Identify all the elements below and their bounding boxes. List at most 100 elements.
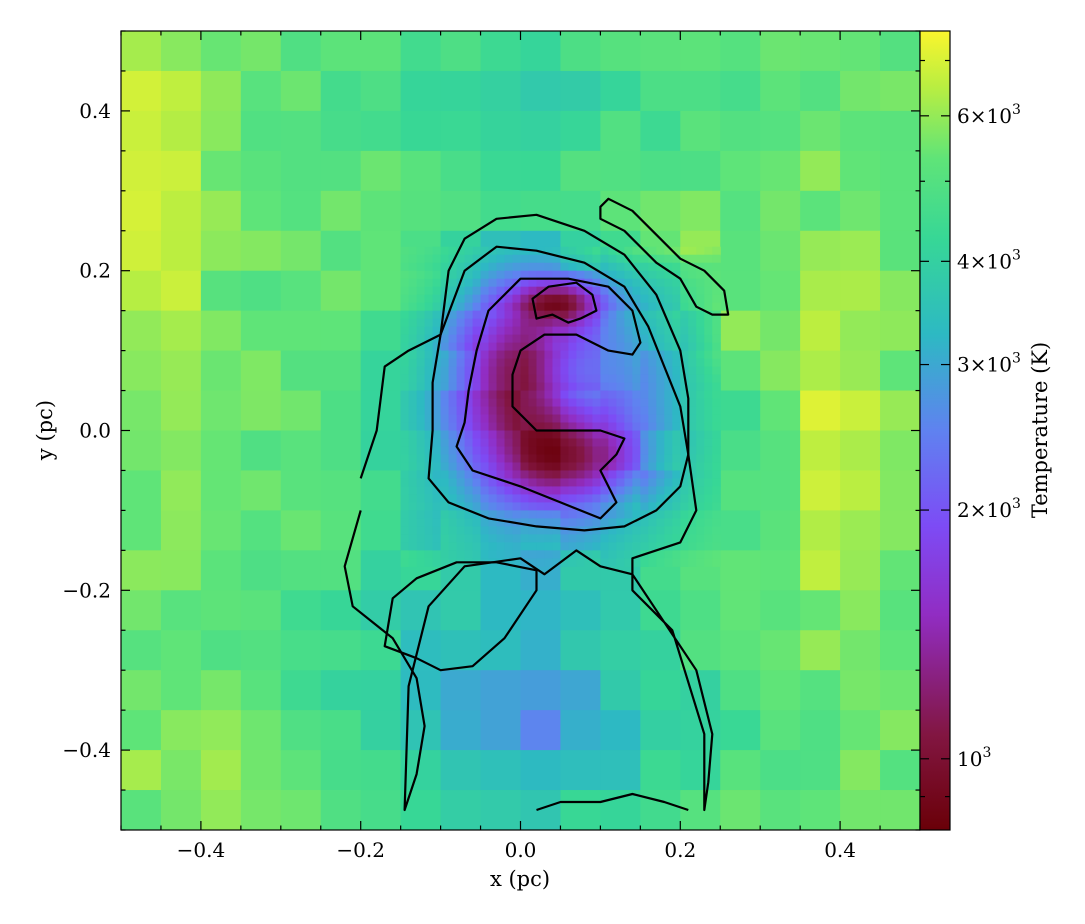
- heatmap-cell: [712, 510, 721, 519]
- heatmap-cell: [552, 510, 562, 519]
- heatmap-cell: [528, 334, 538, 344]
- heatmap-cell: [464, 310, 474, 320]
- heatmap-cell: [480, 286, 490, 296]
- heatmap-cell: [480, 294, 490, 304]
- heatmap-cell: [408, 430, 418, 440]
- heatmap-cell: [608, 358, 617, 368]
- heatmap-cell: [656, 534, 665, 543]
- heatmap-cell: [456, 446, 466, 456]
- heatmap-cell: [408, 254, 418, 264]
- heatmap-cell: [568, 310, 578, 320]
- heatmap-cell: [704, 246, 713, 256]
- heatmap-cell: [704, 454, 713, 464]
- heatmap-cell: [648, 318, 657, 328]
- heatmap-cell: [624, 422, 633, 432]
- heatmap-cell: [440, 350, 450, 360]
- heatmap-cell: [280, 390, 322, 432]
- heatmap-cell: [600, 486, 609, 496]
- heatmap-cell: [400, 286, 410, 296]
- heatmap-cell: [760, 510, 801, 551]
- heatmap-cell: [480, 406, 490, 416]
- heatmap-cell: [880, 790, 920, 830]
- heatmap-cell: [576, 358, 586, 368]
- heatmap-cell: [121, 590, 162, 631]
- heatmap-cell: [584, 390, 594, 400]
- heatmap-cell: [448, 518, 458, 527]
- heatmap-cell: [440, 526, 450, 535]
- heatmap-cell: [400, 310, 410, 320]
- heatmap-cell: [760, 150, 801, 192]
- heatmap-cell: [240, 270, 282, 312]
- heatmap-cell: [480, 366, 490, 376]
- heatmap-cell: [632, 286, 641, 296]
- heatmap-cell: [704, 366, 713, 376]
- heatmap-cell: [448, 390, 458, 400]
- heatmap-cell: [480, 430, 490, 440]
- heatmap-cell: [536, 510, 546, 519]
- heatmap-cell: [200, 670, 242, 711]
- heatmap-cell: [512, 486, 522, 496]
- heatmap-cell: [496, 374, 506, 384]
- heatmap-cell: [464, 278, 474, 288]
- heatmap-cell: [424, 350, 434, 360]
- heatmap-cell: [712, 526, 721, 535]
- heatmap-cell: [400, 534, 410, 543]
- heatmap-cell: [672, 286, 681, 296]
- heatmap-cell: [680, 470, 689, 480]
- heatmap-cell: [424, 342, 434, 352]
- heatmap-cell: [704, 262, 713, 272]
- heatmap-cell: [560, 382, 570, 392]
- heatmap-cell: [408, 446, 418, 456]
- heatmap-cell: [432, 502, 442, 511]
- heatmap-cell: [760, 31, 801, 72]
- heatmap-cell: [408, 246, 418, 256]
- heatmap-cell: [536, 494, 546, 504]
- heatmap-cell: [160, 150, 202, 192]
- heatmap-cell: [408, 494, 418, 504]
- heatmap-cell: [200, 510, 242, 551]
- heatmap-cell: [496, 526, 506, 535]
- heatmap-cell: [656, 478, 665, 488]
- heatmap-cell: [472, 318, 482, 328]
- heatmap-cell: [480, 70, 522, 112]
- heatmap-cell: [712, 486, 721, 496]
- heatmap-cell: [416, 366, 426, 376]
- heatmap-cell: [584, 342, 594, 352]
- heatmap-cell: [608, 398, 617, 408]
- heatmap-cell: [504, 486, 514, 496]
- heatmap-cell: [496, 334, 506, 344]
- heatmap-cell: [656, 270, 665, 280]
- heatmap-cell: [616, 310, 625, 320]
- heatmap-cell: [720, 430, 761, 472]
- heatmap-cell: [672, 318, 681, 328]
- contour-lines: [343, 197, 730, 812]
- heatmap-cell: [624, 494, 633, 504]
- heatmap-cell: [488, 518, 498, 527]
- heatmap-cell: [640, 462, 649, 472]
- heatmap-cell: [704, 334, 713, 344]
- heatmap-cell: [688, 390, 697, 400]
- heatmap-cell: [576, 342, 586, 352]
- heatmap-cell: [432, 398, 442, 408]
- heatmap-cell: [840, 190, 881, 232]
- heatmap-cell: [608, 246, 617, 256]
- heatmap-cell: [504, 470, 514, 480]
- heatmap-cell: [408, 422, 418, 432]
- heatmap-cell: [416, 390, 426, 400]
- heatmap-cell: [472, 358, 482, 368]
- heatmap-cell: [448, 262, 458, 272]
- heatmap-cell: [584, 478, 594, 488]
- heatmap-cell: [616, 366, 625, 376]
- heatmap-cell: [608, 486, 617, 496]
- heatmap-cell: [704, 398, 713, 408]
- heatmap-cell: [680, 590, 721, 631]
- heatmap-cell: [432, 246, 442, 256]
- heatmap-cell: [712, 366, 721, 376]
- heatmap-cell: [544, 518, 554, 527]
- contour-core: [531, 281, 598, 324]
- heatmap-cell: [648, 494, 657, 504]
- heatmap-cell: [560, 590, 601, 631]
- heatmap-cell: [648, 470, 657, 480]
- heatmap-cell: [512, 374, 522, 384]
- heatmap-cell: [592, 502, 601, 511]
